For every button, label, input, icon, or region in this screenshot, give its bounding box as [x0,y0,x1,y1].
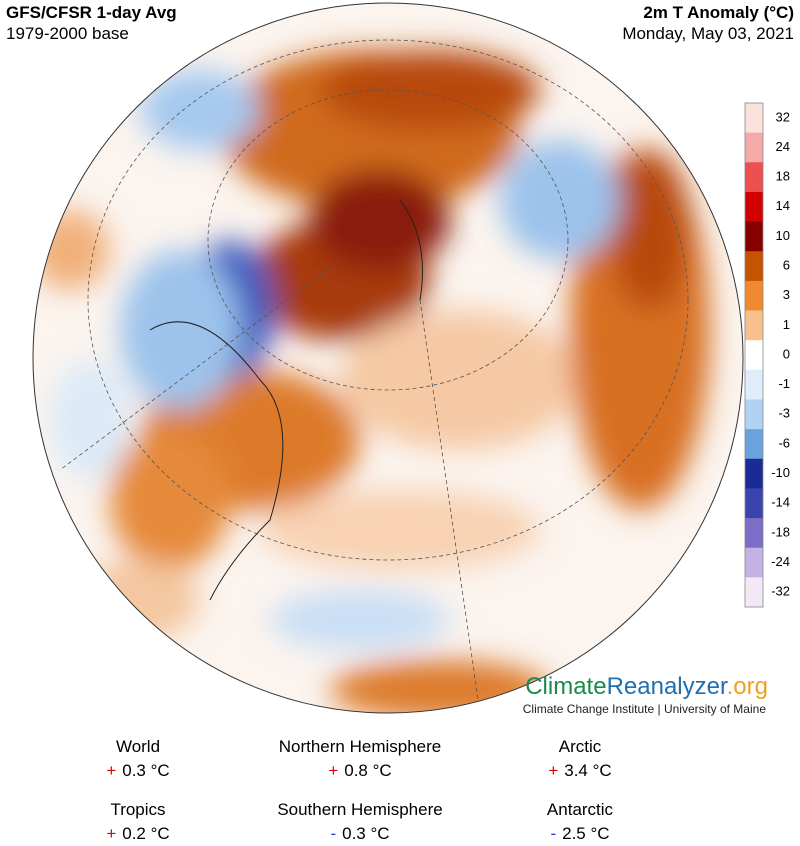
logo-climate: Climate [525,673,606,700]
colorbar-swatch [745,547,763,578]
stat-region: Tropics [110,800,166,819]
colorbar-label: -10 [771,465,790,480]
stat-region: Arctic [558,737,602,756]
logo: ClimateReanalyzer.org [525,673,768,700]
stat: World +0.3 °C [18,735,258,783]
anomaly-blob [310,170,450,270]
graticule-line [207,89,569,391]
stat: Arctic +3.4 °C [460,735,700,783]
stat-line: -0.3 °C [240,822,480,846]
anomaly-blob [120,250,240,410]
stat-line: +0.2 °C [18,822,258,846]
anomaly-blob [500,140,620,260]
anomaly-blob [610,150,690,310]
globe-outline [32,2,744,714]
anomaly-blob [140,70,260,150]
stat-value: 2.5 °C [562,824,610,843]
title: GFS/CFSR 1-day Avg [6,3,177,22]
colorbar-label: 32 [776,109,790,124]
graticule-line [87,39,689,561]
colorbar-swatch [745,310,763,341]
colorbar-label: -24 [771,554,790,569]
colorbar-label: 14 [776,198,790,213]
colorbar-swatch [745,251,763,282]
stat-sign: + [106,761,117,780]
stat-region: Southern Hemisphere [277,800,443,819]
colorbar-label: -32 [771,584,790,599]
colorbar-frame [744,102,764,608]
anomaly-blob [270,590,450,650]
anomaly-blob [50,360,130,480]
logo-tagline: Climate Change Institute | University of… [523,702,767,716]
colorbar-label: -14 [771,495,790,510]
stat-sign: - [330,824,337,843]
graticule [59,39,689,713]
anomaly-blob [340,310,580,450]
colorbar-label: 24 [776,139,790,154]
colorbar-label: 1 [783,317,790,332]
stat: Antarctic -2.5 °C [460,798,700,846]
stat-region: World [115,737,161,756]
colorbar-swatch [745,429,763,460]
stat: Southern Hemisphere -0.3 °C [240,798,480,846]
colorbar-label: -6 [778,435,790,450]
stat-value: 0.2 °C [122,824,170,843]
anomaly-blob [80,560,200,640]
colorbar-label: 3 [783,287,790,302]
stat-region: Northern Hemisphere [278,737,442,756]
colorbar-swatch [745,488,763,519]
stat: Tropics +0.2 °C [18,798,258,846]
colorbar-swatch [745,340,763,371]
stat-line: +0.8 °C [240,759,480,783]
anomaly-blob [330,660,550,713]
coastline [149,199,423,601]
colorbar-label: -18 [771,524,790,539]
stat-sign: - [550,824,557,843]
stat-sign: + [106,824,117,843]
stat-sign: + [328,761,339,780]
stat-sign: + [548,761,559,780]
colorbar-swatch [745,191,763,223]
colorbar-label: 18 [776,169,790,184]
colorbar-swatch [745,369,763,400]
subtitle: 1979-2000 base [6,24,129,43]
graticule-line [59,259,341,471]
colorbar-label: 6 [783,257,790,272]
anomaly-blob [110,430,230,570]
stat-value: 0.3 °C [122,761,170,780]
colorbar-label: 10 [776,228,790,243]
colorbar-swatch [745,221,763,252]
colorbar-swatch [745,280,763,312]
date: Monday, May 03, 2021 [622,24,794,43]
colorbar-swatch [745,458,763,489]
logo-org: .org [727,673,768,700]
colorbar-label: 0 [783,346,790,361]
stat: Northern Hemisphere +0.8 °C [240,735,480,783]
stat-line: +0.3 °C [18,759,258,783]
stat-value: 3.4 °C [564,761,612,780]
stat-value: 0.8 °C [344,761,392,780]
colorbar-swatch [745,399,763,430]
colorbar-swatch [745,132,763,163]
logo-reanalyzer: Reanalyzer [607,673,728,700]
stat-value: 0.3 °C [342,824,390,843]
anomaly-blob [320,50,540,130]
colorbar-swatch [745,103,763,134]
colorbar-swatch [745,577,763,608]
colorbar-label: -1 [778,376,790,391]
colorbar-swatch [745,518,763,549]
stat-region: Antarctic [546,800,614,819]
variable: 2m T Anomaly (°C) [643,3,794,22]
colorbar-swatch [745,162,763,193]
stat-line: -2.5 °C [460,822,700,846]
colorbar-label: -3 [778,406,790,421]
stat-line: +3.4 °C [460,759,700,783]
anomaly-blob [260,490,540,570]
